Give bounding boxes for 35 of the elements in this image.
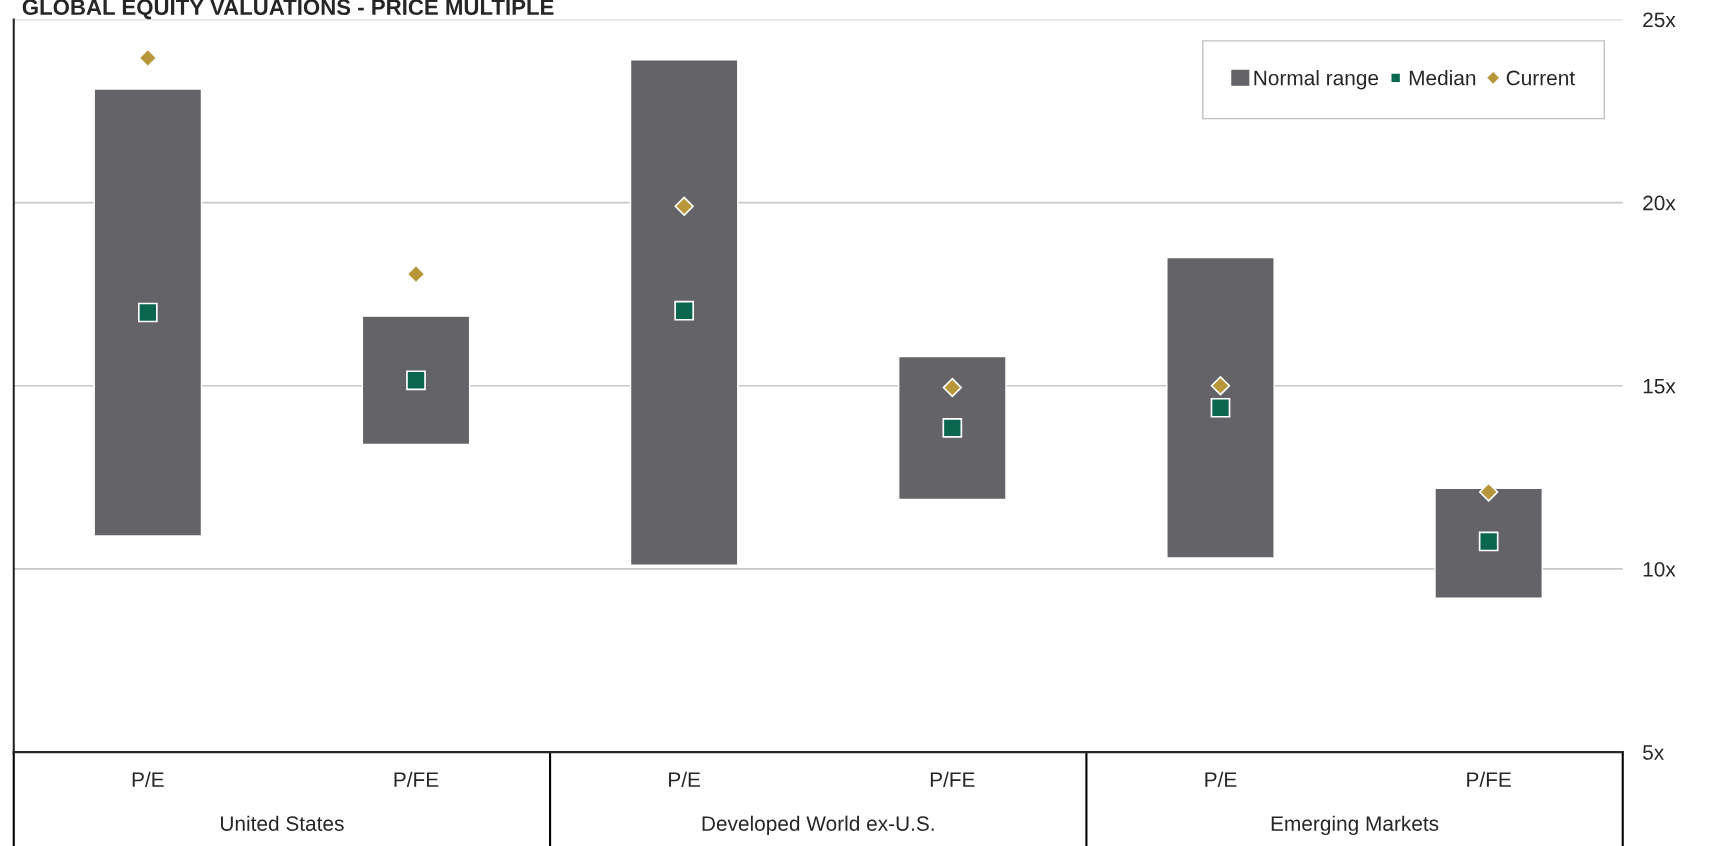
x-tick-label: P/FE: [1467, 771, 1511, 787]
text: Emerging Markets: [1271, 815, 1439, 836]
point: [942, 418, 963, 438]
point: [1478, 531, 1499, 552]
point: [137, 302, 158, 323]
y-tick-label: 20x: [1643, 195, 1676, 211]
y-tick-label: 15x: [1643, 378, 1676, 394]
bar: [629, 59, 739, 566]
point: [1210, 397, 1231, 418]
y-tick-label: 25x: [1643, 12, 1676, 28]
text: United States: [220, 815, 344, 831]
point: [1478, 482, 1499, 502]
y-tick-label: 5x: [1643, 745, 1664, 760]
point: [406, 370, 426, 391]
x-tick-label: P/E: [132, 771, 164, 787]
point: [1210, 376, 1231, 396]
point: [674, 196, 694, 216]
point: [942, 377, 963, 398]
x-tick-label: P/E: [1205, 771, 1237, 787]
legend-label: Normal range: [1254, 70, 1379, 90]
legend-label: Median: [1409, 70, 1476, 86]
legend-label: Current: [1506, 70, 1575, 86]
chart-title: GLOBAL EQUITY VALUATIONS - PRICE MULTIPLE: [22, 0, 554, 20]
bar: [897, 355, 1007, 501]
point: [674, 300, 695, 321]
bar: [93, 88, 203, 537]
x-tick-label: P/FE: [394, 771, 439, 787]
point: [406, 264, 426, 284]
x-tick-label: P/FE: [930, 771, 975, 787]
bar: [361, 315, 471, 446]
point: [138, 48, 158, 68]
y-tick-label: 10x: [1643, 561, 1676, 577]
x-tick-label: P/E: [669, 771, 701, 787]
bar: [1166, 256, 1275, 559]
text: Developed World ex-U.S.: [702, 815, 934, 836]
